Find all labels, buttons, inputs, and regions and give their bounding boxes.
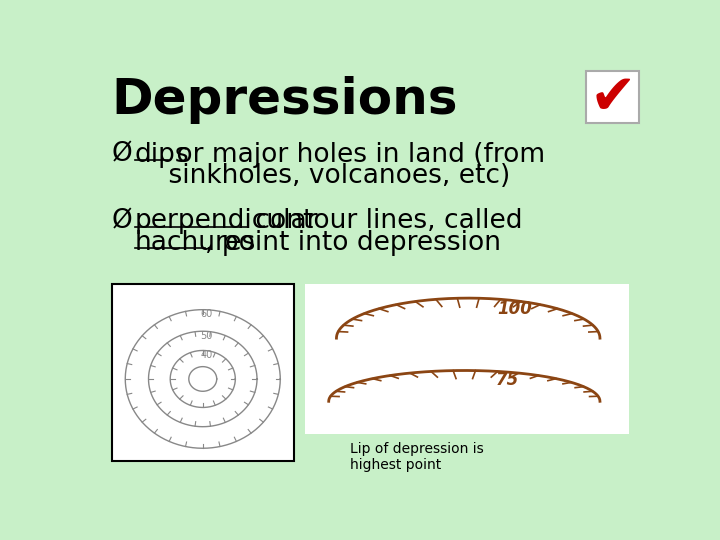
Text: Depressions: Depressions [112,76,458,124]
Text: Ø: Ø [112,142,132,168]
Text: 50: 50 [200,331,213,341]
Text: dips: dips [135,142,189,168]
Text: 100: 100 [498,300,532,318]
Bar [305,284,629,434]
Text: Lip of depression is
highest point: Lip of depression is highest point [351,442,484,472]
Text: 40: 40 [200,350,213,360]
Text: 75: 75 [495,371,518,389]
Bar [586,71,639,123]
Text: sinkholes, volcanoes, etc): sinkholes, volcanoes, etc) [135,164,510,190]
Text: or major holes in land (from: or major holes in land (from [168,142,544,168]
Text: 60: 60 [200,309,213,319]
Text: perpendicular: perpendicular [135,208,318,234]
Text: , point into depression: , point into depression [204,230,500,255]
Bar [112,284,294,461]
Text: ✔: ✔ [589,72,636,126]
Text: Ø: Ø [112,208,132,234]
Text: contour lines, called: contour lines, called [246,208,522,234]
Text: hachures: hachures [135,230,256,255]
